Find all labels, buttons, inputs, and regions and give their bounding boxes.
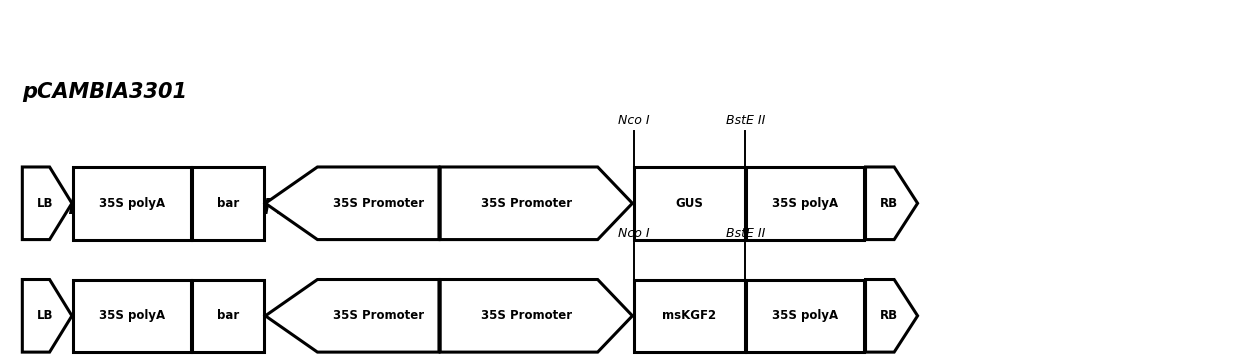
Text: 35S polyA: 35S polyA	[773, 309, 838, 322]
Text: msKGF2: msKGF2	[662, 309, 717, 322]
Text: Nco I: Nco I	[618, 227, 650, 240]
Text: 35S Promoter: 35S Promoter	[332, 197, 424, 210]
Text: bar: bar	[217, 309, 239, 322]
Text: BstE II: BstE II	[725, 227, 765, 240]
Text: 35S Promoter: 35S Promoter	[481, 197, 572, 210]
Polygon shape	[440, 167, 632, 240]
Bar	[634, 280, 745, 352]
Text: bar: bar	[217, 197, 239, 210]
Polygon shape	[265, 280, 439, 352]
Bar	[192, 280, 264, 352]
Text: 35S Promoter: 35S Promoter	[332, 309, 424, 322]
Bar	[634, 167, 745, 240]
Text: 35S Promoter: 35S Promoter	[481, 309, 572, 322]
Text: Nco I: Nco I	[618, 114, 650, 127]
Text: 35S polyA: 35S polyA	[99, 309, 165, 322]
Text: pCAMBIA3301-smKGF2: pCAMBIA3301-smKGF2	[22, 198, 293, 218]
Text: RB: RB	[880, 197, 898, 210]
Polygon shape	[866, 167, 918, 240]
Bar	[73, 167, 191, 240]
Polygon shape	[440, 280, 632, 352]
Text: 35S polyA: 35S polyA	[773, 197, 838, 210]
Text: pCAMBIA3301: pCAMBIA3301	[22, 82, 187, 102]
Polygon shape	[866, 280, 918, 352]
Text: BstE II: BstE II	[725, 114, 765, 127]
Bar	[192, 167, 264, 240]
Text: LB: LB	[36, 197, 53, 210]
Text: 35S polyA: 35S polyA	[99, 197, 165, 210]
Text: LB: LB	[36, 309, 53, 322]
Bar	[73, 280, 191, 352]
Bar	[746, 280, 864, 352]
Text: RB: RB	[880, 309, 898, 322]
Text: GUS: GUS	[676, 197, 703, 210]
Polygon shape	[22, 167, 72, 240]
Polygon shape	[22, 280, 72, 352]
Polygon shape	[265, 167, 439, 240]
Bar	[746, 167, 864, 240]
